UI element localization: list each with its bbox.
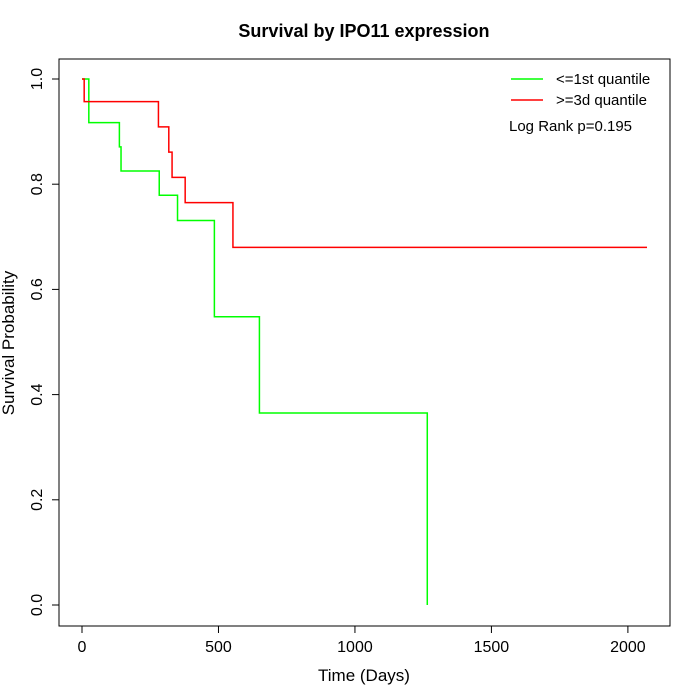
- series-layer: [82, 78, 647, 605]
- x-axis: 0 500 1000 1500 2000: [78, 625, 646, 656]
- y-axis-label: Survival Probability: [0, 270, 18, 415]
- series-line-1: [82, 78, 429, 605]
- chart-title: Survival by IPO11 expression: [238, 21, 489, 41]
- legend: <=1st quantile >=3d quantile: [511, 71, 650, 109]
- legend-label: >=3d quantile: [556, 92, 647, 109]
- legend-label: <=1st quantile: [556, 71, 650, 88]
- y-tick-label: 0.2: [29, 489, 46, 511]
- x-tick-label: 2000: [610, 639, 646, 656]
- y-axis: 0.0 0.2 0.4 0.6 0.8 1.0: [29, 68, 60, 616]
- y-tick-label: 0.0: [29, 594, 46, 616]
- x-tick-label: 1000: [337, 639, 373, 656]
- plot-frame: [58, 58, 671, 627]
- y-tick-label: 0.4: [29, 383, 46, 405]
- x-tick-label: 0: [78, 639, 87, 656]
- x-tick-label: 500: [205, 639, 232, 656]
- x-tick-label: 1500: [474, 639, 510, 656]
- y-tick-label: 0.6: [29, 278, 46, 300]
- x-axis-label: Time (Days): [318, 666, 410, 685]
- y-tick-label: 1.0: [29, 68, 46, 90]
- y-tick-label: 0.8: [29, 173, 46, 195]
- log-rank-annotation: Log Rank p=0.195: [509, 118, 632, 135]
- series-line-2: [82, 78, 647, 249]
